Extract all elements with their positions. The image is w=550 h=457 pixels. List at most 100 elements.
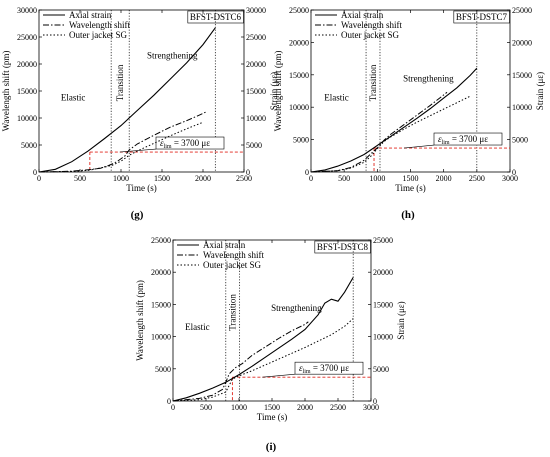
region-label-elastic: Elastic — [185, 322, 210, 332]
legend-entry-1: Wavelength shift — [341, 20, 403, 30]
x-tick-label: 2500 — [236, 174, 252, 183]
y-tick-label-left: 25000 — [151, 236, 171, 245]
y-axis-label-left: Wavelength shift (pm) — [1, 51, 11, 132]
x-tick-label: 0 — [37, 174, 41, 183]
y-tick-label-right: 25000 — [512, 6, 532, 15]
y-tick-label-right: 20000 — [246, 60, 266, 69]
x-tick-label: 500 — [74, 174, 86, 183]
y-tick-label-left: 5000 — [21, 141, 37, 150]
panel-label: (i) — [266, 441, 277, 453]
panel-label: (g) — [131, 209, 144, 221]
chart-panel-2: 0 500 1000 1500 2000 2500 30000500010000150002… — [135, 236, 406, 453]
y-tick-label-left: 5000 — [293, 136, 309, 145]
legend-entry-0: Axial strain — [341, 10, 384, 20]
x-tick-label: 1500 — [154, 174, 170, 183]
y-tick-label-right: 0 — [373, 397, 377, 406]
region-label-strengthening: Strengthening — [147, 51, 198, 61]
region-label-elastic: Elastic — [61, 93, 86, 103]
x-tick-label: 0 — [171, 403, 175, 412]
x-tick-label: 2000 — [436, 174, 452, 183]
series-line-0 — [38, 27, 216, 173]
region-label-transition: Transition — [368, 64, 378, 101]
y-axis-label-right: Strain (με) — [535, 72, 545, 110]
y-tick-label-left: 20000 — [289, 38, 309, 47]
specimen-label: BFST-DSTC6 — [190, 12, 242, 22]
y-tick-label-left: 10000 — [151, 333, 171, 342]
eps-value: = 3700 με — [450, 134, 489, 144]
series-line-1 — [172, 321, 309, 402]
y-tick-label-left: 0 — [167, 397, 171, 406]
x-axis-label: Time (s) — [395, 183, 425, 193]
series-line-1 — [310, 91, 448, 173]
y-tick-label-right: 10000 — [373, 333, 393, 342]
strain-limit-label: εlim = 3700 με — [299, 363, 349, 375]
x-tick-label: 1000 — [113, 174, 129, 183]
strain-limit-leader — [403, 144, 435, 149]
x-tick-label: 0 — [309, 174, 313, 183]
eps-symbol: ε — [160, 138, 164, 148]
series-line-1 — [38, 111, 208, 173]
y-tick-label-right: 20000 — [512, 38, 532, 47]
strain-limit-leader — [262, 373, 296, 378]
panel-label: (h) — [401, 209, 415, 221]
y-tick-label-left: 20000 — [17, 60, 37, 69]
legend-entry-2: Outer jacket SG — [69, 30, 127, 40]
chart-panel-1: 0 500 1000 1500 2000 2500 30000500010000150002… — [273, 6, 545, 221]
strain-limit-box — [433, 132, 503, 146]
y-tick-label-right: 0 — [512, 168, 516, 177]
y-tick-label-right: 5000 — [373, 365, 389, 374]
strain-limit-label: εlim = 3700 με — [438, 134, 488, 146]
strain-limit-box — [155, 136, 225, 150]
series-line-0 — [310, 67, 478, 173]
region-label-strengthening: Strengthening — [403, 73, 454, 83]
x-tick-label: 1500 — [403, 174, 419, 183]
eps-subscript: lim — [303, 369, 311, 375]
y-tick-label-left: 15000 — [17, 87, 37, 96]
legend-entry-2: Outer jacket SG — [203, 260, 261, 270]
specimen-label: BFST-DSTC7 — [456, 12, 508, 22]
y-tick-label-right: 10000 — [512, 103, 532, 112]
y-axis-label-right: Strain (με) — [396, 301, 406, 339]
legend-entry-1: Wavelength shift — [69, 20, 131, 30]
y-tick-label-right: 0 — [246, 168, 250, 177]
region-label-transition: Transition — [115, 64, 125, 101]
eps-value: = 3700 με — [311, 363, 350, 373]
eps-subscript: lim — [442, 140, 450, 146]
x-tick-label: 3000 — [363, 403, 379, 412]
strain-limit-leader — [119, 148, 157, 153]
y-tick-label-left: 15000 — [289, 71, 309, 80]
y-tick-label-right: 25000 — [373, 236, 393, 245]
y-tick-label-left: 10000 — [289, 103, 309, 112]
y-tick-label-right: 15000 — [512, 71, 532, 80]
y-tick-label-right: 15000 — [246, 87, 266, 96]
y-tick-label-right: 5000 — [246, 141, 262, 150]
strain-limit-box — [294, 361, 364, 375]
strain-limit-label: εlim = 3700 με — [160, 138, 210, 150]
y-tick-label-left: 25000 — [289, 6, 309, 15]
legend-entry-0: Axial strain — [69, 10, 112, 20]
y-axis-label-left: Wavelength shift (pm) — [135, 280, 145, 361]
region-label-transition: Transition — [228, 294, 238, 331]
eps-symbol: ε — [299, 363, 303, 373]
y-axis-label-right: Strain (με) — [269, 72, 279, 110]
x-tick-label: 1000 — [231, 403, 247, 412]
specimen-label-box — [453, 10, 510, 24]
y-tick-label-left: 0 — [33, 168, 37, 177]
y-tick-label-left: 15000 — [151, 300, 171, 309]
series-line-2 — [38, 121, 204, 173]
series-line-2 — [172, 318, 354, 402]
eps-subscript: lim — [164, 144, 172, 150]
y-tick-label-left: 25000 — [17, 33, 37, 42]
y-tick-label-left: 30000 — [17, 6, 37, 15]
region-label-elastic: Elastic — [324, 93, 349, 103]
legend-entry-0: Axial strain — [203, 240, 246, 250]
y-tick-label-left: 20000 — [151, 268, 171, 277]
y-tick-label-right: 5000 — [512, 136, 528, 145]
x-axis-label: Time (s) — [257, 412, 287, 422]
y-tick-label-left: 10000 — [17, 114, 37, 123]
y-tick-label-left: 0 — [305, 168, 309, 177]
